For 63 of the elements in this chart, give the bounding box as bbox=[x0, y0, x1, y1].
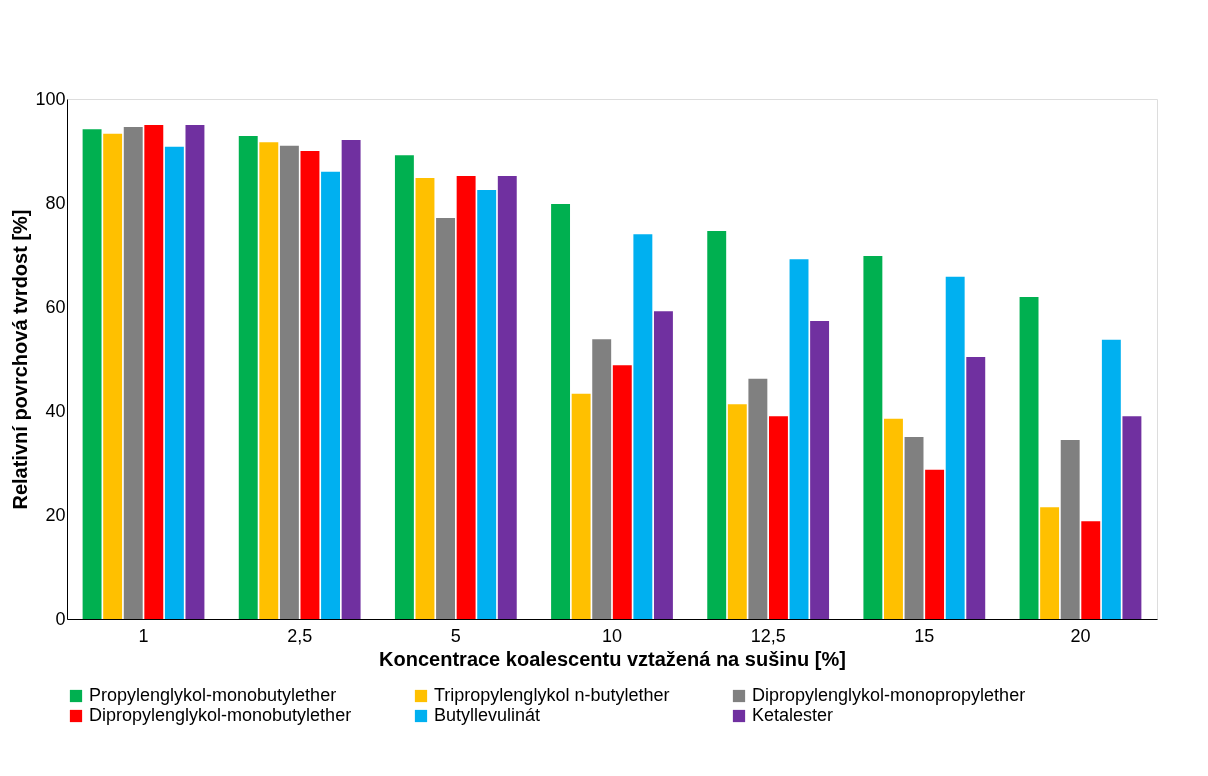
y-tick-label: 80 bbox=[45, 192, 66, 213]
bar bbox=[259, 142, 279, 619]
y-tick-label: 60 bbox=[45, 296, 66, 317]
bar bbox=[415, 178, 435, 619]
bar bbox=[341, 140, 361, 619]
bar bbox=[966, 356, 986, 619]
bar bbox=[1040, 507, 1060, 619]
bar bbox=[477, 190, 497, 619]
bar bbox=[164, 146, 184, 619]
bar bbox=[144, 125, 164, 619]
x-tick-label: 15 bbox=[914, 625, 935, 646]
bar bbox=[945, 276, 965, 619]
bar bbox=[571, 393, 591, 619]
bar bbox=[925, 469, 945, 619]
bar bbox=[748, 378, 768, 619]
bar bbox=[1060, 440, 1080, 619]
legend-label: Dipropylenglykol-monobutylether bbox=[89, 705, 352, 725]
y-axis-title: Relativní povrchová tvrdost [%] bbox=[9, 209, 32, 510]
y-tick-label: 40 bbox=[45, 400, 66, 421]
y-tick-label: 0 bbox=[55, 608, 66, 629]
bar bbox=[863, 256, 883, 619]
bar bbox=[551, 204, 571, 619]
bar bbox=[883, 418, 903, 619]
bar bbox=[653, 311, 673, 619]
bar bbox=[1081, 521, 1101, 619]
bar bbox=[727, 404, 747, 619]
bar bbox=[592, 339, 612, 619]
legend-label: Tripropylenglykol n-butylether bbox=[434, 685, 670, 705]
bar bbox=[300, 151, 320, 619]
bar bbox=[633, 234, 653, 619]
legend-label: Butyllevulinát bbox=[434, 705, 541, 725]
bar bbox=[904, 437, 924, 619]
x-tick-label: 5 bbox=[450, 625, 461, 646]
bar bbox=[279, 145, 299, 619]
legend-label: Ketalester bbox=[752, 705, 834, 725]
bar bbox=[82, 129, 102, 619]
bar bbox=[394, 155, 414, 619]
legend-label: Dipropylenglykol-monopropylether bbox=[752, 685, 1026, 705]
bar bbox=[103, 133, 123, 619]
x-axis-title: Koncentrace koalescentu vztažená na sušinu [%] bbox=[379, 647, 846, 670]
x-tick-label: 2,5 bbox=[287, 625, 313, 646]
bar bbox=[707, 231, 727, 619]
bar bbox=[123, 127, 143, 619]
bar bbox=[436, 218, 456, 619]
x-tick-label: 1 bbox=[138, 625, 149, 646]
bar bbox=[768, 416, 788, 619]
bar bbox=[185, 125, 205, 619]
y-tick-label: 100 bbox=[35, 88, 66, 109]
y-tick-label: 20 bbox=[45, 504, 66, 525]
legend-label: Propylenglykol-monobutylether bbox=[89, 685, 337, 705]
bar bbox=[1101, 339, 1121, 619]
x-tick-label: 20 bbox=[1070, 625, 1091, 646]
x-tick-label: 10 bbox=[601, 625, 623, 646]
x-tick-label: 12,5 bbox=[750, 625, 786, 646]
bar bbox=[1019, 297, 1039, 619]
bar bbox=[1122, 416, 1142, 619]
bar bbox=[612, 365, 632, 619]
bar bbox=[321, 171, 341, 619]
bar bbox=[238, 135, 258, 619]
bar bbox=[810, 321, 830, 619]
bar bbox=[497, 175, 517, 619]
bar bbox=[456, 175, 476, 619]
bar bbox=[789, 259, 809, 619]
